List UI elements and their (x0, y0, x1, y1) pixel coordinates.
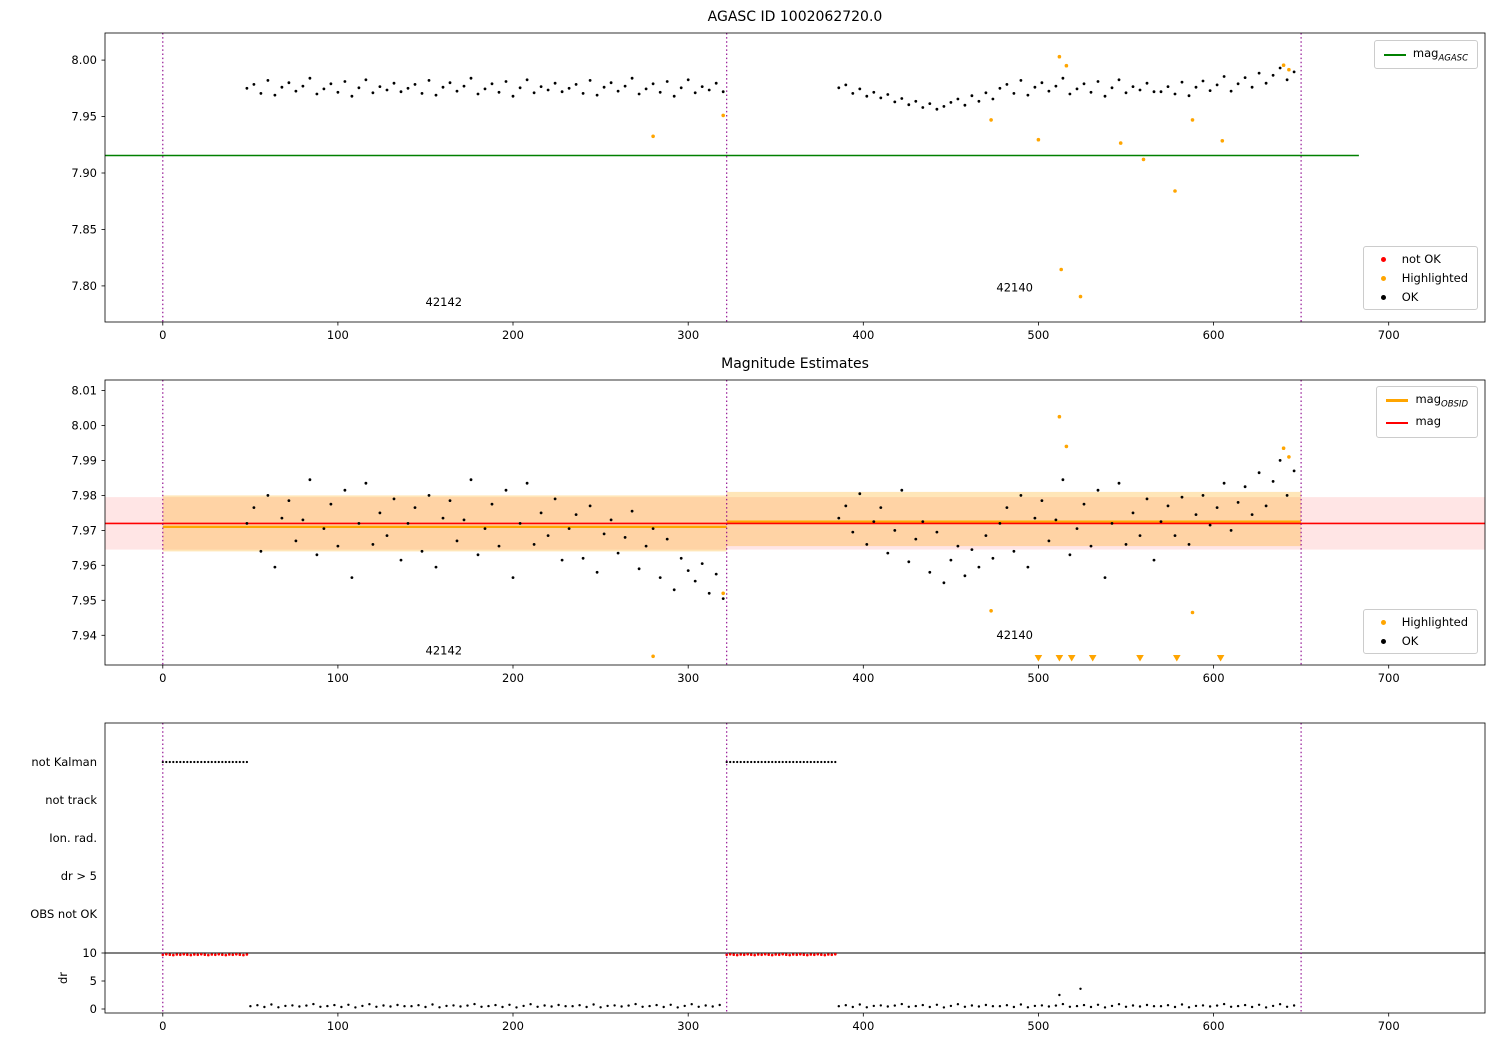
svg-text:600: 600 (1203, 671, 1225, 685)
legend-entry-ok-middle: OK (1373, 634, 1468, 648)
svg-text:7.96: 7.96 (71, 558, 97, 572)
legend-label-ok: OK (1401, 290, 1419, 304)
svg-text:0: 0 (90, 1002, 97, 1016)
svg-text:400: 400 (852, 1019, 874, 1033)
svg-text:200: 200 (502, 671, 524, 685)
legend-mag-lines: magOBSID mag (1376, 386, 1478, 438)
plot-title-magnitude-estimates: Magnitude Estimates (721, 356, 869, 372)
svg-text:500: 500 (1027, 328, 1049, 342)
obsid-annotation: 42142 (426, 644, 463, 658)
svg-text:8.00: 8.00 (71, 53, 97, 67)
legend-entry-not-ok: not OK (1373, 252, 1468, 266)
not-kalman-flag-points (161, 760, 837, 764)
legend-label-mag-agasc: magAGASC (1412, 46, 1468, 64)
legend-label-highlighted: Highlighted (1401, 271, 1468, 285)
svg-text:7.99: 7.99 (71, 453, 97, 467)
flags-dr-plot: not Kalman not track Ion. rad. dr > 5 OBS no… (30, 722, 1486, 1033)
not-ok-dot-swatch (1380, 256, 1386, 262)
svg-text:Ion. rad.: Ion. rad. (49, 831, 97, 845)
svg-text:7.90: 7.90 (71, 166, 97, 180)
svg-text:7.95: 7.95 (71, 110, 97, 124)
svg-text:700: 700 (1378, 1019, 1400, 1033)
highlighted-points (651, 414, 1291, 659)
legend-entry-ok: OK (1373, 290, 1468, 304)
ok-dot-swatch (1380, 638, 1386, 644)
legend-entry-highlighted-middle: Highlighted (1373, 615, 1468, 629)
svg-text:5: 5 (90, 974, 97, 988)
svg-text:600: 600 (1203, 1019, 1225, 1033)
svg-text:700: 700 (1378, 671, 1400, 685)
agasc-mag-plot: 42142 42140 0 100 200 300 400 500 600 700 7.80 7.85… (71, 32, 1486, 342)
legend-entry-mag: mag (1386, 414, 1468, 431)
legend-label-mag: mag (1415, 414, 1442, 429)
svg-text:400: 400 (852, 671, 874, 685)
mag-agasc-line-swatch (1383, 53, 1406, 56)
obsid-annotation: 42140 (996, 628, 1033, 642)
svg-text:200: 200 (502, 1019, 524, 1033)
svg-text:not track: not track (45, 793, 97, 807)
legend-label-ok-middle: OK (1401, 634, 1419, 648)
svg-text:500: 500 (1027, 1019, 1049, 1033)
svg-text:200: 200 (502, 328, 524, 342)
dr-ok-points (249, 987, 1296, 1009)
legend-entry-mag-obsid: magOBSID (1386, 392, 1468, 409)
svg-text:400: 400 (852, 328, 874, 342)
svg-text:7.85: 7.85 (71, 222, 97, 236)
svg-text:100: 100 (327, 671, 349, 685)
svg-text:7.98: 7.98 (71, 488, 97, 502)
svg-text:OBS not OK: OBS not OK (30, 907, 97, 921)
legend-mag-agasc: magAGASC (1373, 40, 1478, 70)
legend-entry-mag-agasc: magAGASC (1383, 46, 1468, 64)
dr-axis-label: dr (56, 971, 71, 985)
legend-entry-highlighted: Highlighted (1373, 271, 1468, 285)
svg-text:300: 300 (677, 1019, 699, 1033)
ok-dot-swatch (1380, 294, 1386, 300)
dr-clipped-red-points (161, 953, 837, 957)
svg-text:8.00: 8.00 (71, 419, 97, 433)
highlighted-dot-swatch (1380, 619, 1386, 625)
dr-tick-labels: 10 5 0 (82, 946, 105, 1016)
svg-text:8.01: 8.01 (71, 384, 97, 398)
svg-text:7.80: 7.80 (71, 279, 97, 293)
svg-text:dr > 5: dr > 5 (61, 869, 97, 883)
mag-obsid-line-swatch (1386, 399, 1409, 403)
legend-point-categories: not OK Highlighted OK (1362, 246, 1478, 310)
legend-point-categories-middle: Highlighted OK (1362, 609, 1478, 654)
legend-label-mag-obsid: magOBSID (1415, 392, 1468, 410)
ok-points (245, 459, 1296, 600)
svg-text:300: 300 (677, 328, 699, 342)
svg-text:600: 600 (1203, 328, 1225, 342)
legend-label-not-ok: not OK (1401, 252, 1441, 266)
svg-text:10: 10 (82, 946, 97, 960)
plot-title-agasc: AGASC ID 1002062720.0 (707, 9, 883, 25)
ok-points (245, 66, 1296, 111)
magnitude-estimates-plot: 42142 42140 0 100 200 300 400 500 600 700 7.94 7.95… (71, 379, 1486, 685)
obsid-annotation: 42142 (426, 295, 463, 309)
svg-text:300: 300 (677, 671, 699, 685)
svg-text:not Kalman: not Kalman (31, 755, 97, 769)
obsid-annotation: 42140 (996, 281, 1033, 295)
svg-text:0: 0 (159, 328, 166, 342)
svg-text:700: 700 (1378, 328, 1400, 342)
clipped-low-markers (1034, 655, 1225, 662)
highlighted-dot-swatch (1380, 275, 1386, 281)
flag-row-labels: not Kalman not track Ion. rad. dr > 5 OBS no… (30, 755, 97, 921)
svg-text:7.97: 7.97 (71, 523, 97, 537)
svg-text:0: 0 (159, 671, 166, 685)
mag-line-swatch (1386, 421, 1409, 424)
svg-text:500: 500 (1027, 671, 1049, 685)
svg-text:100: 100 (327, 328, 349, 342)
svg-text:100: 100 (327, 1019, 349, 1033)
obsid-error-band (726, 491, 1302, 547)
svg-text:0: 0 (159, 1019, 166, 1033)
highlighted-points (651, 54, 1291, 299)
legend-label-highlighted-middle: Highlighted (1401, 615, 1468, 629)
svg-text:7.95: 7.95 (71, 593, 97, 607)
svg-text:7.94: 7.94 (71, 628, 97, 642)
